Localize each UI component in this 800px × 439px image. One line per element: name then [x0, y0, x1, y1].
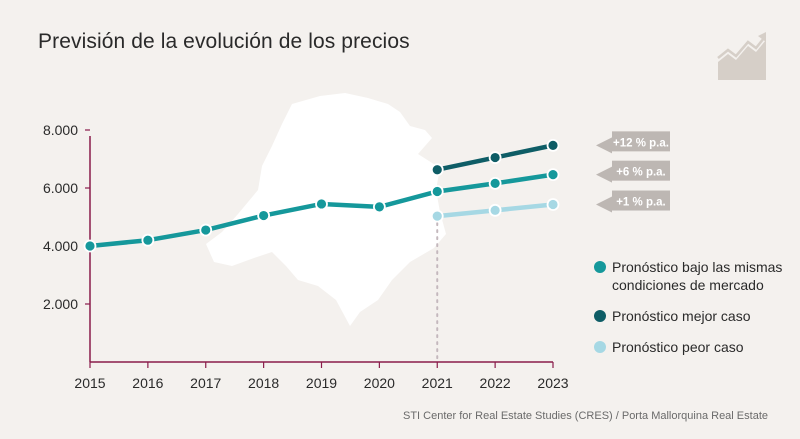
- x-tick-label: 2023: [537, 375, 568, 391]
- x-tick-label: 2022: [480, 375, 511, 391]
- x-tick-label: 2018: [248, 375, 279, 391]
- legend-dot-worst: [594, 341, 606, 353]
- data-point: [430, 185, 444, 198]
- callout-pointer: [596, 196, 612, 213]
- legend: Pronóstico bajo las mismas condiciones d…: [594, 258, 794, 369]
- data-point: [488, 151, 502, 164]
- data-point: [546, 138, 560, 152]
- x-tick-label: 2021: [422, 375, 453, 391]
- source-credit: STI Center for Real Estate Studies (CRES…: [403, 410, 768, 422]
- data-point: [546, 168, 560, 182]
- mallorca-map-silhouette: [206, 93, 446, 326]
- data-point: [372, 200, 386, 214]
- legend-item-base: Pronóstico bajo las mismas condiciones d…: [594, 258, 794, 294]
- y-tick-label: 4.000: [43, 238, 78, 254]
- callout-box: [612, 190, 670, 211]
- callout-label: +6 % p.a.: [616, 167, 666, 179]
- data-point: [430, 209, 444, 223]
- x-tick-label: 2020: [364, 375, 395, 391]
- x-tick-label: 2019: [306, 375, 337, 391]
- callout-pointer: [596, 166, 612, 183]
- legend-label-base-line2: condiciones de mercado: [612, 277, 764, 293]
- data-point: [257, 209, 271, 222]
- trend-up-icon: [717, 32, 766, 80]
- legend-dot-best: [594, 310, 606, 322]
- data-point: [83, 239, 97, 253]
- data-point: [488, 176, 502, 190]
- callout-label: +12 % p.a.: [613, 137, 669, 149]
- callout-pointer: [596, 137, 612, 154]
- y-tick-label: 2.000: [43, 296, 78, 312]
- legend-dot-base: [594, 261, 606, 273]
- x-tick-label: 2016: [132, 375, 163, 391]
- data-point: [430, 163, 444, 177]
- legend-item-worst: Pronóstico peor caso: [594, 338, 794, 356]
- data-point: [546, 198, 560, 211]
- data-point: [141, 233, 155, 247]
- chart-title: Previsión de la evolución de los precios: [38, 30, 410, 53]
- callout-label: +1 % p.a.: [616, 197, 666, 209]
- legend-label-worst: Pronóstico peor caso: [612, 339, 744, 355]
- growth-callout: +6 % p.a.: [596, 160, 670, 183]
- callout-box: [612, 160, 670, 181]
- callout-box: [612, 131, 670, 152]
- data-point: [199, 223, 213, 237]
- y-tick-label: 8.000: [43, 122, 78, 138]
- x-tick-label: 2017: [190, 375, 221, 391]
- y-tick-label: 6.000: [43, 180, 78, 196]
- growth-callout: +1 % p.a.: [596, 190, 670, 213]
- data-point: [315, 197, 328, 211]
- legend-item-best: Pronóstico mejor caso: [594, 307, 794, 325]
- growth-callout: +12 % p.a.: [596, 131, 670, 154]
- legend-label-best: Pronóstico mejor caso: [612, 308, 751, 324]
- x-tick-label: 2015: [74, 375, 105, 391]
- legend-label-base-line1: Pronóstico bajo las mismas: [612, 259, 783, 275]
- data-point: [488, 203, 502, 217]
